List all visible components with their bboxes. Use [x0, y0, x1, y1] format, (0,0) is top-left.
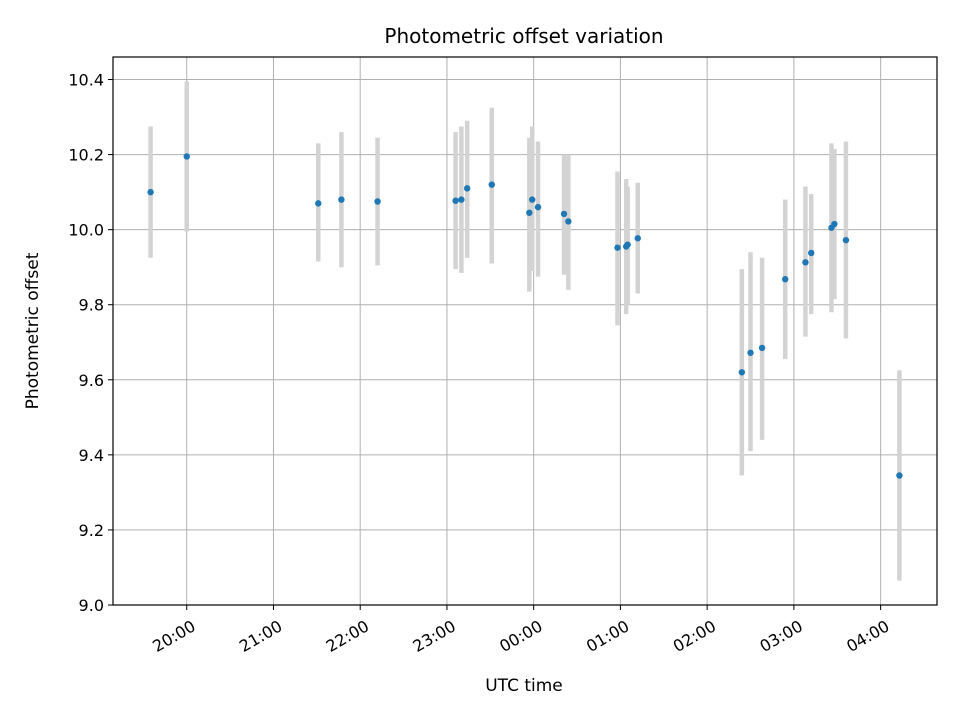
y-axis-label: Photometric offset — [23, 252, 43, 409]
data-point — [565, 218, 572, 225]
x-axis-label: UTC time — [485, 676, 563, 696]
data-point — [634, 235, 641, 242]
y-tick-label: 9.4 — [79, 446, 104, 465]
data-point — [782, 276, 789, 283]
data-point — [529, 196, 536, 203]
data-point — [624, 241, 631, 248]
data-point — [183, 153, 190, 160]
y-tick-label: 10.2 — [68, 146, 104, 165]
grid — [113, 57, 937, 606]
data-point — [338, 196, 345, 203]
data-point — [831, 220, 838, 228]
y-tick-label: 9.0 — [79, 596, 104, 615]
data-point — [896, 472, 903, 479]
plot-frame — [112, 56, 938, 606]
chart-title: Photometric offset variation — [384, 24, 663, 48]
data-point — [747, 349, 754, 356]
data-point — [488, 181, 495, 188]
y-tick-label: 9.8 — [79, 296, 104, 315]
data-point — [614, 244, 621, 251]
data-point — [452, 197, 459, 204]
data-point — [147, 188, 154, 196]
data-point — [560, 210, 568, 218]
data-point — [802, 259, 809, 266]
data-points — [147, 153, 903, 479]
data-point — [534, 203, 542, 211]
data-point — [758, 344, 766, 352]
data-point — [315, 200, 322, 207]
y-tick-label: 10.0 — [68, 221, 104, 240]
data-point — [738, 369, 746, 376]
y-tick-label: 9.6 — [79, 371, 104, 390]
y-tick-label: 9.2 — [79, 521, 104, 540]
data-point — [374, 198, 381, 205]
data-point — [458, 196, 465, 203]
y-axis-ticks: 9.0 9.2 9.4 9.6 9.8 10.0 10.2 10.4 — [68, 71, 113, 615]
data-point — [808, 249, 815, 257]
y-tick-label: 10.4 — [68, 71, 104, 90]
data-point — [463, 185, 471, 192]
data-point — [526, 209, 533, 216]
data-point — [842, 236, 850, 244]
